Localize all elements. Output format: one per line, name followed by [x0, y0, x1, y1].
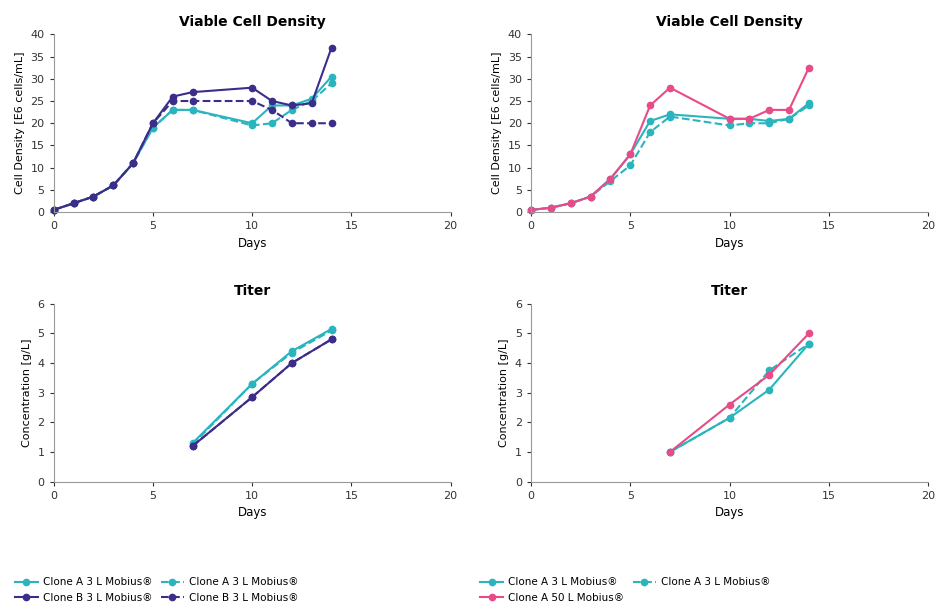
Legend: Clone A 3 L Mobius®, Clone B 3 L Mobius®, Clone A 3 L Mobius®, Clone B 3 L Mobiu: Clone A 3 L Mobius®, Clone B 3 L Mobius®…	[14, 577, 298, 603]
Title: Viable Cell Density: Viable Cell Density	[656, 15, 803, 29]
Title: Titer: Titer	[711, 284, 749, 298]
Y-axis label: Cell Density [E6 cells/mL]: Cell Density [E6 cells/mL]	[15, 52, 25, 195]
Title: Titer: Titer	[234, 284, 271, 298]
Title: Viable Cell Density: Viable Cell Density	[179, 15, 326, 29]
X-axis label: Days: Days	[238, 237, 267, 250]
X-axis label: Days: Days	[238, 506, 267, 519]
Legend: Clone A 3 L Mobius®, Clone A 50 L Mobius®, Clone A 3 L Mobius®, : Clone A 3 L Mobius®, Clone A 50 L Mobius…	[480, 577, 770, 603]
X-axis label: Days: Days	[714, 506, 744, 519]
Y-axis label: Concentration [g/L]: Concentration [g/L]	[22, 338, 32, 447]
Y-axis label: Cell Density [E6 cells/mL]: Cell Density [E6 cells/mL]	[492, 52, 503, 195]
X-axis label: Days: Days	[714, 237, 744, 250]
Y-axis label: Concentration [g/L]: Concentration [g/L]	[500, 338, 509, 447]
